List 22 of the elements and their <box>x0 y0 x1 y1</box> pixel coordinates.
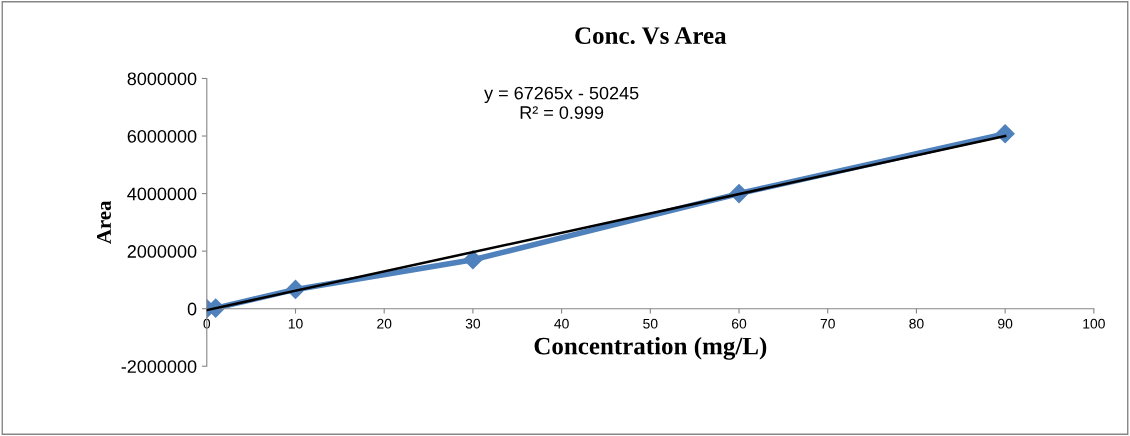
x-tick-label: 80 <box>909 318 924 329</box>
annotation: y = 67265x - 50245 R² = 0.999 <box>484 86 639 119</box>
y-tick-label: 8000000 <box>127 72 197 86</box>
y-tick-label: 2000000 <box>127 245 197 258</box>
point <box>463 250 483 270</box>
x-tick-label: 30 <box>465 318 481 329</box>
x-tick-label: 20 <box>377 318 392 329</box>
y-axis-title: Area <box>97 200 111 244</box>
x-tick-label: 50 <box>643 318 658 329</box>
x-tick-label: 0 <box>203 318 211 329</box>
x-tick-label: 10 <box>288 318 303 329</box>
y-tick-label: 6000000 <box>127 129 197 143</box>
y-tick-label: 0 <box>187 302 197 316</box>
x-tick-label: 70 <box>820 318 835 329</box>
y-tick-label: 4000000 <box>127 187 197 201</box>
x-tick-label: 100 <box>1083 318 1105 329</box>
x-tick-label: 40 <box>554 318 569 329</box>
x-axis-title: Concentration (mg/L) <box>534 336 767 360</box>
x-tick-label: 90 <box>998 318 1013 329</box>
y-tick-label: -2000000 <box>121 360 197 373</box>
chart-title: Conc. Vs Area <box>575 27 727 45</box>
x-tick-label: 60 <box>732 318 747 329</box>
